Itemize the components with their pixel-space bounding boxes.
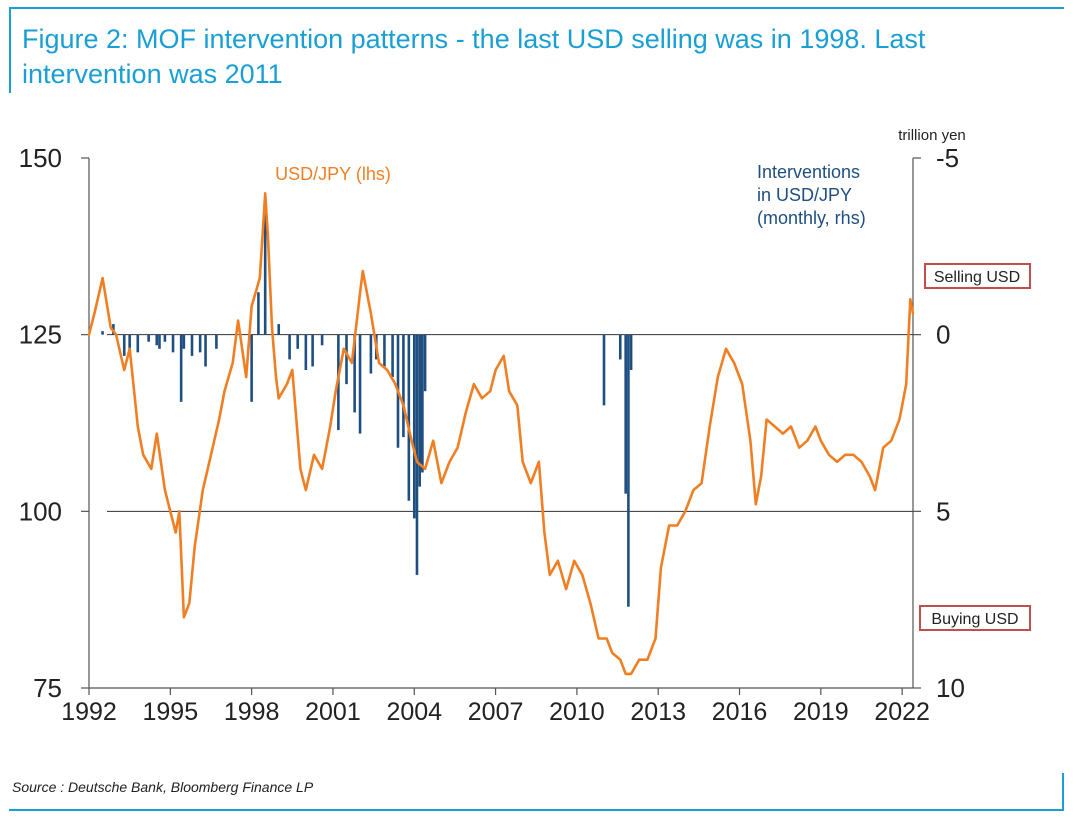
intervention-bar — [190, 334, 194, 356]
intervention-bar — [412, 334, 416, 519]
left-tick-label: 75 — [33, 673, 62, 703]
intervention-bar — [147, 334, 150, 342]
interventions-legend-line-2: in USD/JPY — [757, 185, 852, 205]
frame-top-border — [9, 7, 1064, 9]
left-tick-label: 100 — [19, 496, 62, 526]
intervention-bar — [215, 334, 218, 349]
intervention-bar — [263, 211, 267, 335]
x-tick-label: 2019 — [793, 698, 849, 726]
x-tick-label: 2001 — [305, 698, 361, 726]
intervention-bar — [602, 334, 606, 406]
right-tick-label: 5 — [936, 496, 950, 526]
intervention-bar — [369, 334, 373, 374]
intervention-bar — [198, 334, 202, 353]
frame-bottom-border — [9, 809, 1064, 811]
x-tick-label: 1995 — [143, 698, 199, 726]
intervention-bar — [418, 334, 421, 487]
intervention-bar — [353, 334, 356, 413]
intervention-bar — [419, 334, 423, 469]
x-axis-ticks: 1992 1995 1998 2001 2004 2007 2010 2013 2016 2019… — [61, 688, 930, 726]
right-tick-label: 0 — [936, 320, 950, 350]
intervention-bar — [402, 334, 405, 438]
right-axis-ticks: -5 0 5 10 — [913, 143, 965, 703]
intervention-bar — [179, 334, 183, 402]
intervention-bar — [136, 334, 140, 353]
intervention-bar — [155, 334, 159, 346]
buying-usd-label: Buying USD — [931, 611, 1018, 628]
x-tick-label: 2007 — [468, 698, 524, 726]
source-note: Source : Deutsche Bank, Bloomberg Financ… — [12, 779, 314, 795]
x-tick-label: 2022 — [874, 698, 930, 726]
intervention-bar — [158, 334, 161, 349]
right-tick-label: 10 — [936, 673, 965, 703]
usdjpy-line-group — [87, 192, 915, 676]
selling-usd-box — [924, 263, 1031, 289]
intervention-bar — [421, 334, 424, 473]
intervention-bar — [277, 324, 281, 335]
intervention-bar — [345, 334, 348, 385]
frame-left-border — [9, 7, 11, 93]
intervention-bar — [618, 334, 622, 360]
usdjpy-legend-label: USD/JPY (lhs) — [275, 164, 391, 184]
intervention-bar — [311, 334, 314, 367]
right-tick-label: -5 — [936, 143, 959, 173]
intervention-bar — [627, 334, 630, 607]
interventions-legend-line-1: Interventions — [757, 162, 860, 182]
intervention-bar — [423, 334, 427, 392]
intervention-bar — [358, 334, 362, 434]
x-tick-label: 1998 — [224, 698, 280, 726]
intervention-bars — [101, 211, 633, 607]
x-tick-label: 2004 — [386, 698, 442, 726]
intervention-bar — [629, 334, 633, 370]
intervention-bar — [415, 334, 419, 575]
right-axis-unit: trillion yen — [898, 127, 966, 144]
intervention-bar — [171, 334, 175, 353]
intervention-bar — [250, 334, 253, 402]
figure-title: Figure 2: MOF intervention patterns - th… — [22, 24, 926, 89]
left-tick-label: 150 — [19, 143, 62, 173]
chart: 150 125 100 75 -5 0 5 10 1992 1995 1998 2001 2004 2… — [19, 127, 1031, 726]
buying-usd-box — [919, 605, 1031, 631]
intervention-bar — [182, 334, 186, 349]
intervention-bar — [101, 331, 104, 335]
plot-frame — [88, 158, 914, 689]
intervention-bar — [296, 334, 300, 349]
interventions-legend-line-3: (monthly, rhs) — [757, 208, 866, 228]
intervention-bar — [288, 334, 291, 360]
x-tick-label: 2016 — [712, 698, 768, 726]
left-tick-label: 125 — [19, 320, 62, 350]
intervention-bar — [320, 334, 324, 346]
gridlines — [107, 334, 913, 512]
intervention-bar — [257, 292, 260, 335]
usdjpy-line — [87, 192, 915, 676]
x-tick-label: 2010 — [549, 698, 605, 726]
intervention-bar — [122, 334, 126, 356]
intervention-bar — [407, 334, 411, 501]
intervention-bar — [304, 334, 308, 370]
intervention-bar — [204, 334, 207, 367]
selling-usd-label: Selling USD — [934, 269, 1020, 286]
intervention-bar — [383, 334, 386, 367]
intervention-bar — [391, 334, 394, 378]
intervention-bar — [624, 334, 627, 494]
x-tick-label: 1992 — [61, 698, 117, 726]
x-tick-label: 2013 — [630, 698, 686, 726]
frame-right-border — [1062, 773, 1064, 811]
left-axis-ticks: 150 125 100 75 — [19, 143, 89, 703]
intervention-bar — [128, 334, 131, 353]
intervention-bar — [163, 334, 167, 342]
